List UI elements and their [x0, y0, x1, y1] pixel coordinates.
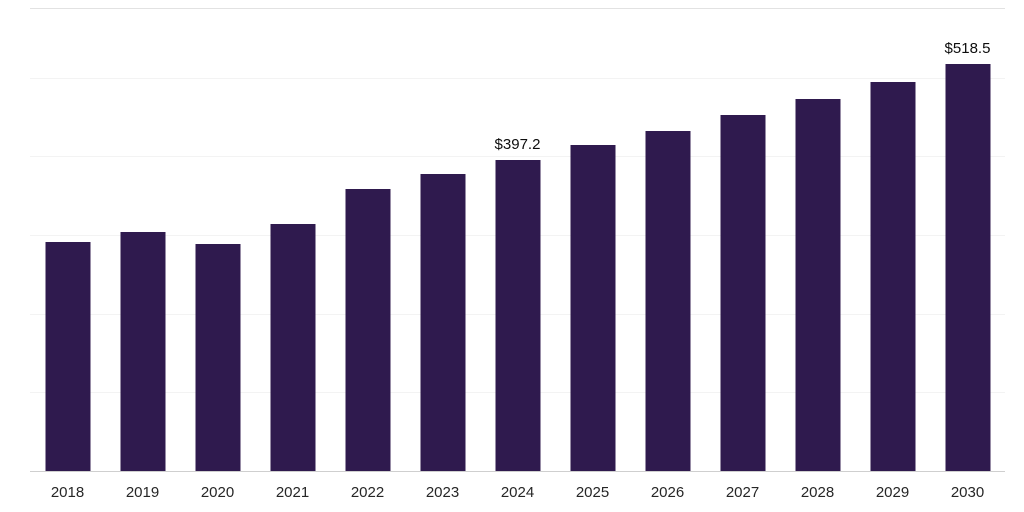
plot-top-border [30, 8, 1005, 9]
bar-slot-2028 [780, 8, 855, 472]
bar-2026 [645, 130, 690, 472]
bar-slot-2021 [255, 8, 330, 472]
x-tick-label-2019: 2019 [125, 484, 160, 501]
x-tick-label-2024: 2024 [500, 484, 535, 501]
bar-slot-2029 [855, 8, 930, 472]
x-tick-label-2029: 2029 [875, 484, 910, 501]
bar-2027 [720, 115, 765, 472]
bar-slot-2030: $518.5 [930, 8, 1005, 472]
bar-2022 [345, 188, 390, 472]
bar-2025 [570, 145, 615, 472]
bar-2028 [795, 98, 840, 472]
x-tick-label-2026: 2026 [650, 484, 685, 501]
bar-2018 [45, 242, 90, 472]
bar-2024 [495, 159, 540, 472]
bar-slot-2022 [330, 8, 405, 472]
x-axis-line [30, 471, 1005, 472]
x-tick-label-2021: 2021 [275, 484, 310, 501]
bar-slot-2024: $397.2 [480, 8, 555, 472]
bar-2019 [120, 232, 165, 472]
bar-slot-2027 [705, 8, 780, 472]
plot-area: $397.2 $518.5 [30, 8, 1005, 472]
bar-slot-2023 [405, 8, 480, 472]
data-label-2024: $397.2 [494, 135, 541, 153]
data-label-2030: $518.5 [944, 40, 991, 58]
bar-slot-2018 [30, 8, 105, 472]
x-tick-label-2027: 2027 [725, 484, 760, 501]
bar-2023 [420, 173, 465, 472]
x-tick-label-2023: 2023 [425, 484, 460, 501]
x-axis-labels: 2018 2019 2020 2021 2022 2023 2024 2025 2026 2027… [30, 484, 1005, 501]
x-tick-label-2028: 2028 [800, 484, 835, 501]
x-tick-label-2020: 2020 [200, 484, 235, 501]
gridline-500 [30, 77, 1005, 79]
x-tick-label-2022: 2022 [350, 484, 385, 501]
bar-slot-2019 [105, 8, 180, 472]
x-tick-label-2030: 2030 [950, 484, 985, 501]
bar-2030 [945, 64, 990, 472]
bar-2029 [870, 81, 915, 472]
bar-slot-2025 [555, 8, 630, 472]
gridline-400 [30, 156, 1005, 158]
x-tick-label-2025: 2025 [575, 484, 610, 501]
bar-slot-2020 [180, 8, 255, 472]
bar-2021 [270, 224, 315, 472]
bar-2020 [195, 243, 240, 472]
x-tick-label-2018: 2018 [50, 484, 85, 501]
bar-slot-2026 [630, 8, 705, 472]
bars-container: $397.2 $518.5 [30, 8, 1005, 472]
